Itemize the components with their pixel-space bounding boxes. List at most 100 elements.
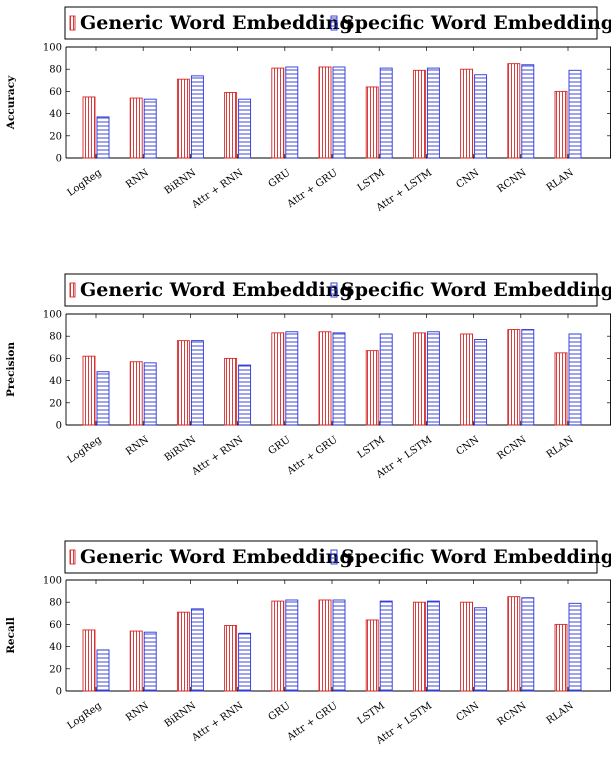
- legend-swatch-generic: [70, 550, 75, 564]
- legend-swatch-generic: [70, 283, 75, 297]
- legend-label-specific: Specific Word Embedding: [341, 279, 611, 301]
- y-tick-label: 100: [43, 43, 62, 54]
- bar-generic: [272, 333, 284, 425]
- x-tick-label: CNN: [454, 434, 481, 458]
- bar-specific: [333, 67, 345, 158]
- x-tick-label: LSTM: [356, 167, 387, 193]
- y-tick-label: 40: [49, 642, 62, 653]
- x-tick-label: GRU: [267, 700, 293, 723]
- x-tick-label: CNN: [454, 700, 481, 724]
- y-tick-label: 0: [56, 687, 62, 698]
- bar-generic: [461, 602, 473, 691]
- x-tick-label: RNN: [124, 700, 151, 724]
- x-tick-label: RNN: [124, 434, 151, 458]
- bar-specific: [569, 603, 581, 691]
- bar-generic: [130, 98, 142, 158]
- bar-specific: [569, 334, 581, 425]
- bar-specific: [286, 67, 298, 158]
- bar-specific: [522, 598, 534, 691]
- x-tick-label: LogReg: [66, 434, 105, 466]
- bar-generic: [413, 70, 425, 158]
- bar-specific: [191, 341, 203, 425]
- y-tick-label: 0: [56, 421, 62, 432]
- x-tick-label: BiRNN: [163, 700, 199, 730]
- bar-generic: [413, 602, 425, 691]
- bar-specific: [333, 333, 345, 425]
- bar-generic: [461, 69, 473, 158]
- y-tick-label: 60: [49, 620, 62, 631]
- x-tick-label: RCNN: [495, 167, 528, 195]
- bar-specific: [97, 650, 109, 691]
- legend-label-specific: Specific Word Embedding: [341, 546, 611, 568]
- bar-generic: [177, 612, 189, 691]
- x-tick-label: GRU: [267, 434, 293, 457]
- x-tick-label: BiRNN: [163, 167, 199, 197]
- bar-specific: [475, 340, 487, 425]
- bar-specific: [191, 609, 203, 691]
- bar-generic: [366, 620, 378, 691]
- bar-specific: [380, 601, 392, 691]
- x-tick-label: LSTM: [356, 434, 387, 460]
- x-tick-label: RLAN: [545, 167, 576, 193]
- bar-specific: [191, 76, 203, 158]
- bar-generic: [555, 624, 567, 691]
- bar-generic: [177, 341, 189, 425]
- bar-generic: [83, 356, 95, 425]
- bar-specific: [475, 75, 487, 158]
- bar-generic: [177, 79, 189, 158]
- y-tick-label: 40: [49, 376, 62, 387]
- bar-generic: [508, 64, 520, 158]
- bar-specific: [427, 332, 439, 425]
- x-tick-label: Attr + RNN: [189, 700, 245, 744]
- bar-specific: [522, 330, 534, 425]
- y-tick-label: 60: [49, 354, 62, 365]
- y-tick-label: 100: [43, 576, 62, 587]
- x-tick-label: Attr + RNN: [189, 167, 245, 211]
- bar-specific: [97, 117, 109, 158]
- x-tick-label: RCNN: [495, 700, 528, 728]
- legend-label-generic: Generic Word Embedding: [80, 12, 353, 34]
- bar-generic: [366, 87, 378, 158]
- legend-swatch-specific: [331, 16, 337, 30]
- bar-generic: [508, 597, 520, 691]
- bar-generic: [319, 332, 331, 425]
- y-axis-label: Precision: [5, 342, 17, 397]
- bar-specific: [144, 99, 156, 158]
- bar-specific: [522, 65, 534, 158]
- bar-specific: [286, 332, 298, 425]
- y-axis-label: Accuracy: [5, 75, 17, 130]
- bar-generic: [555, 353, 567, 425]
- y-tick-label: 80: [49, 598, 62, 609]
- bar-specific: [427, 601, 439, 691]
- y-tick-label: 80: [49, 65, 62, 76]
- bar-generic: [272, 601, 284, 691]
- bar-generic: [225, 626, 237, 691]
- bar-generic: [83, 97, 95, 158]
- bar-specific: [427, 68, 439, 158]
- x-tick-label: Attr + GRU: [285, 167, 340, 210]
- legend-swatch-specific: [331, 550, 337, 564]
- legend-swatch-specific: [331, 283, 337, 297]
- bar-generic: [319, 600, 331, 691]
- legend-label-generic: Generic Word Embedding: [80, 279, 353, 301]
- x-tick-label: LogReg: [66, 700, 105, 732]
- bar-generic: [225, 358, 237, 425]
- y-tick-label: 80: [49, 332, 62, 343]
- x-tick-label: RNN: [124, 167, 151, 191]
- bar-specific: [475, 608, 487, 691]
- bar-specific: [97, 372, 109, 425]
- bar-generic: [319, 67, 331, 158]
- x-tick-label: GRU: [267, 167, 293, 190]
- x-tick-label: Attr + RNN: [189, 434, 245, 478]
- legend-label-generic: Generic Word Embedding: [80, 546, 353, 568]
- x-tick-label: RLAN: [545, 434, 576, 460]
- bar-specific: [380, 334, 392, 425]
- bar-generic: [272, 68, 284, 158]
- bar-specific: [239, 99, 251, 158]
